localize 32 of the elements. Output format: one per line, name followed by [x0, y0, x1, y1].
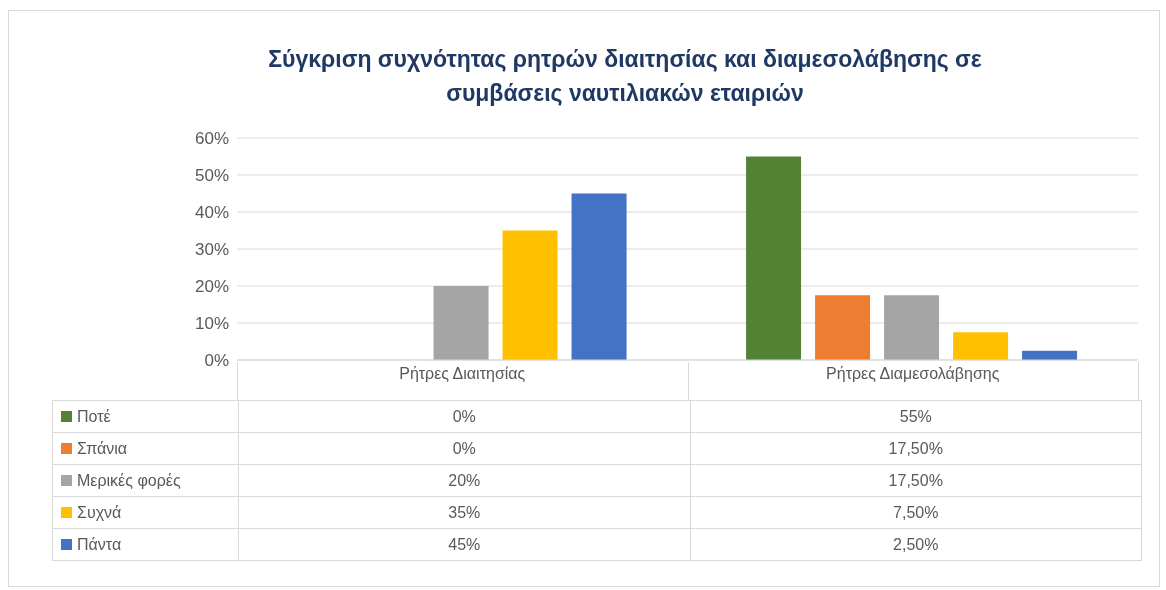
x-tick-label: Ρήτρες Διαιτησίας — [399, 365, 526, 383]
x-tick-label: Ρήτρες Διαμεσολάβησης — [826, 365, 1000, 383]
bar — [571, 193, 627, 360]
data-label: 20% — [238, 464, 690, 497]
legend-label: Πάντα — [77, 535, 122, 553]
y-tick-label: 40% — [194, 203, 229, 223]
legend-label: Σπάνια — [77, 439, 127, 457]
data-label: 17,50% — [690, 432, 1142, 465]
y-tick-label: 60% — [194, 129, 229, 149]
legend-label: Μερικές φορές — [77, 471, 181, 489]
y-tick-label: 0% — [204, 351, 229, 371]
chart-title: Σύγκριση συχνότητας ρητρών διαιτησίας και διαμεσολάβησης σε συμβάσεις ναυτιλιακών εταιριών — [267, 45, 983, 108]
bar — [502, 230, 558, 360]
bar — [884, 295, 940, 360]
data-label: 17,50% — [690, 464, 1142, 497]
data-label: 0% — [238, 400, 690, 433]
bar — [746, 156, 802, 360]
y-tick-label: 20% — [194, 277, 229, 297]
data-label: 0% — [238, 432, 690, 465]
bar — [815, 295, 871, 360]
data-label: 45% — [238, 528, 690, 561]
y-tick-label: 10% — [194, 314, 229, 334]
bar — [953, 332, 1009, 360]
legend-label: Συχνά — [77, 503, 122, 521]
data-label: 35% — [238, 496, 690, 529]
y-tick-label: 30% — [194, 240, 229, 260]
data-label: 2,50% — [690, 528, 1142, 561]
legend-label: Ποτέ — [77, 407, 111, 425]
y-tick-label: 50% — [194, 166, 229, 186]
bar — [433, 286, 489, 360]
data-label: 7,50% — [690, 496, 1142, 529]
data-label: 55% — [690, 400, 1142, 433]
